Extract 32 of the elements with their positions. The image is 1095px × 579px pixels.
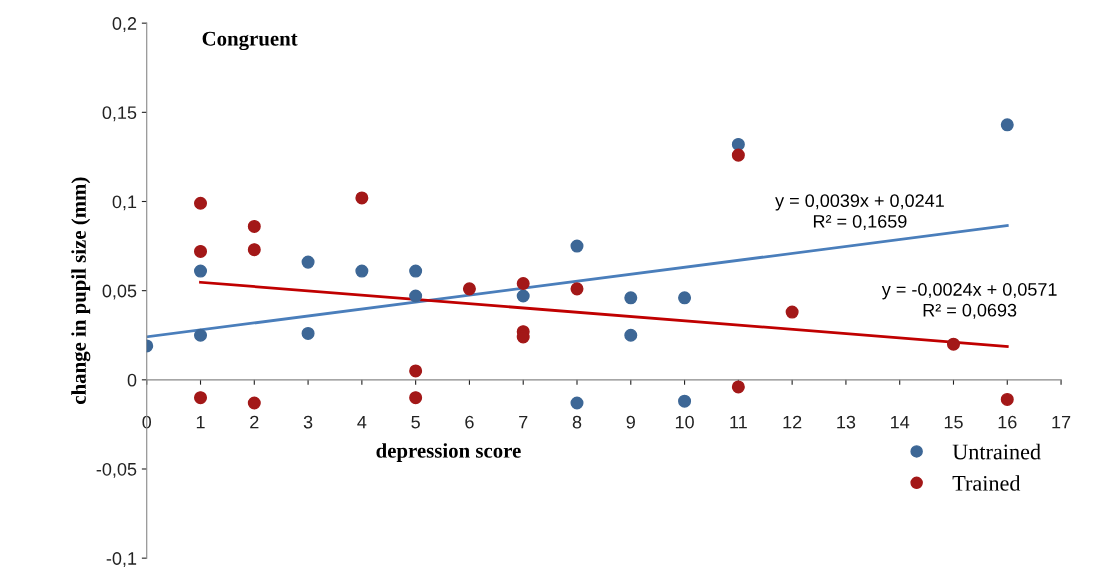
x-tick-label: 11: [730, 415, 747, 429]
x-tick-label: 13: [837, 415, 856, 429]
annotation: y = 0,0039x + 0,0241 R² = 0,1659: [775, 194, 944, 230]
x-tick-label: 2: [250, 415, 259, 429]
x-axis-title: depression score: [376, 443, 521, 463]
x-tick-label: 7: [519, 415, 528, 429]
x-tick-label: 0: [142, 415, 152, 429]
y-axis-title: change in pupil size (mm): [71, 177, 91, 404]
y-tick-label: 0,1: [112, 195, 137, 211]
x-tick-label: 16: [998, 415, 1017, 429]
x-tick-label: 10: [675, 415, 694, 429]
x-tick-label: 5: [411, 415, 420, 429]
annotation: y = -0,0024x + 0,0571 R² = 0,0693: [881, 283, 1057, 319]
chart-title: Congruent: [202, 31, 298, 51]
x-tick-label: 8: [572, 415, 582, 429]
legend-label: Trained: [952, 475, 1021, 491]
y-tick-label: 0,15: [102, 106, 137, 122]
x-tick-label: 17: [1052, 415, 1071, 429]
x-tick-label: 6: [465, 415, 474, 429]
y-tick-label: -0,05: [96, 462, 137, 478]
x-tick-label: 3: [303, 415, 313, 429]
y-tick-label: 0,2: [112, 17, 137, 33]
y-tick-label: 0,05: [102, 284, 137, 300]
y-tick-label: 0: [127, 373, 137, 387]
legend-label: Untrained: [952, 443, 1041, 460]
x-tick-label: 4: [357, 415, 367, 429]
x-tick-label: 9: [626, 415, 635, 429]
x-tick-label: 12: [783, 415, 802, 429]
x-tick-label: 15: [944, 415, 963, 429]
y-tick-label: -0,1: [106, 552, 137, 568]
x-tick-label: 14: [891, 415, 910, 429]
x-tick-label: 1: [196, 415, 205, 429]
